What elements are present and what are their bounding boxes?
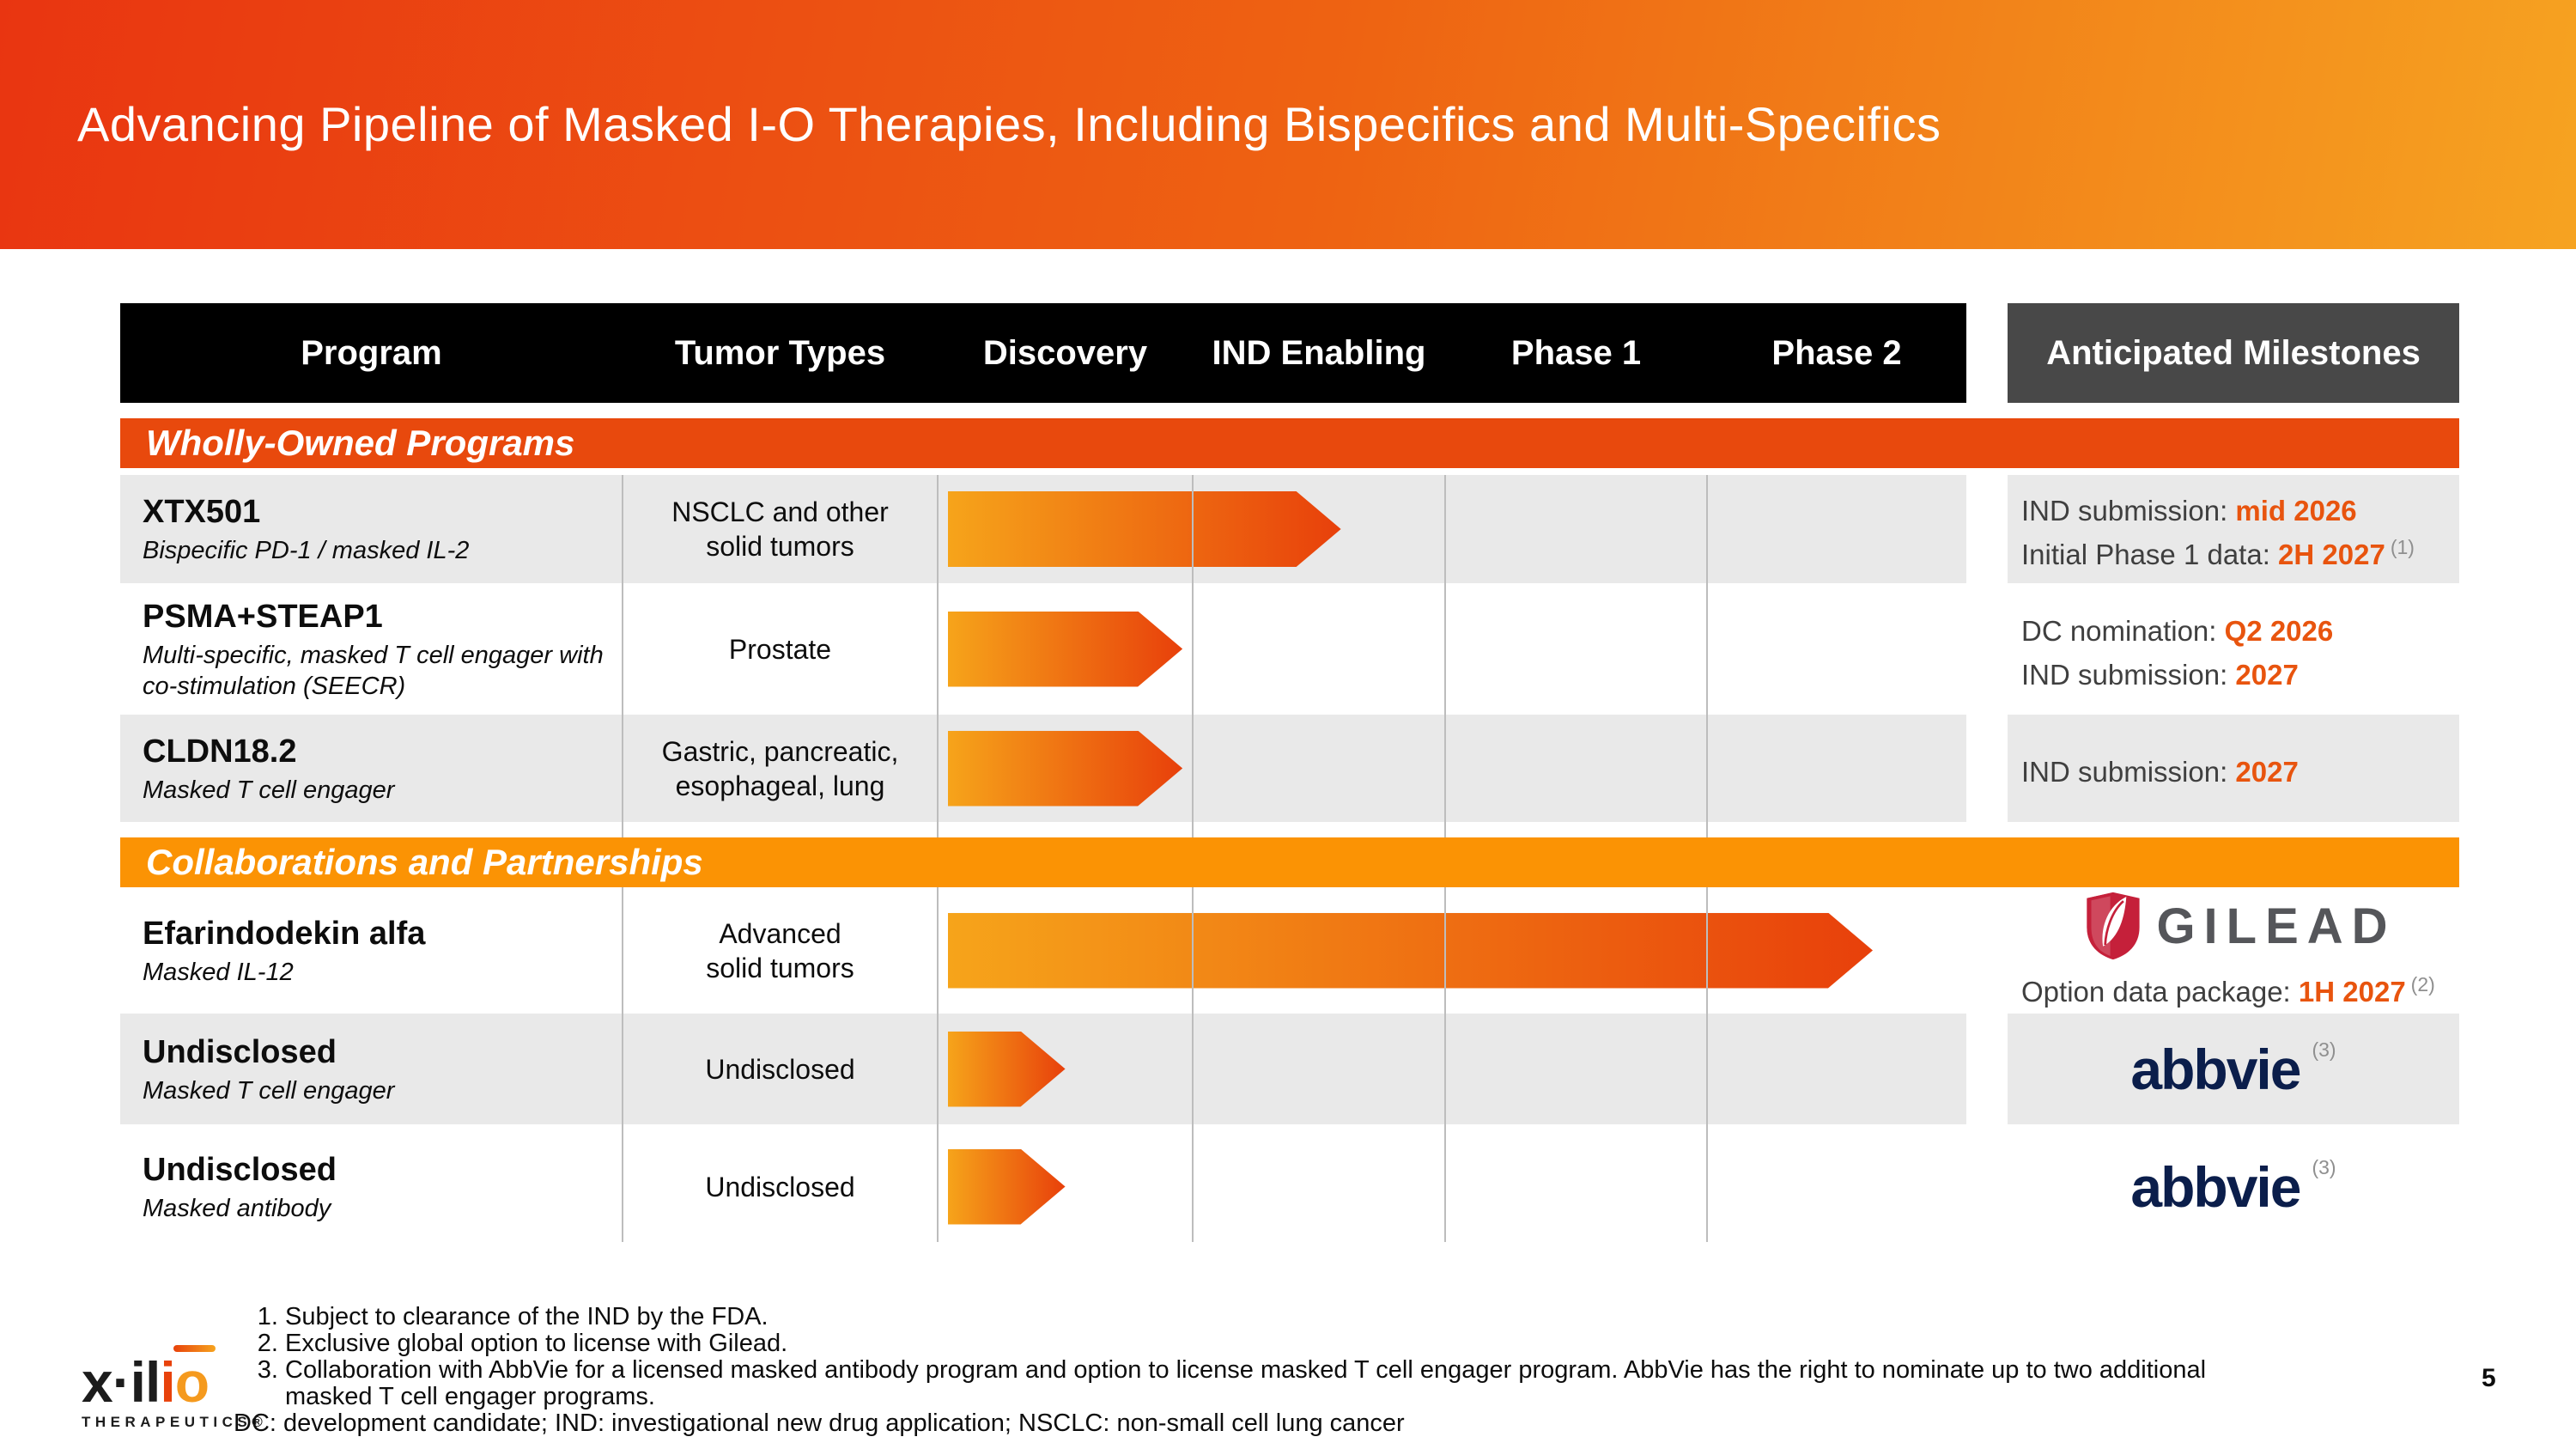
milestones-cell: abbvie (3) [2008,1014,2459,1124]
pipeline-stage-cell [938,715,1966,822]
pipeline-progress-arrow [948,1149,1066,1225]
program-modality: Masked T cell engager [143,776,395,804]
table-row: Efarindodekin alfa Masked IL-12 Advanced… [120,894,1966,1007]
tumor-types-cell: Prostate [728,633,832,665]
section-bar-wholly-owned: Wholly-Owned Programs [120,418,2459,468]
pipeline-progress-arrow [948,491,1341,567]
pipeline-progress-arrow [948,612,1182,687]
milestone-line: DC nomination: Q2 2026 [2021,614,2334,647]
program-name: CLDN18.2 [143,733,297,770]
column-header-phase-1: Phase 1 [1510,333,1642,372]
program-name: Undisclosed [143,1151,337,1188]
program-name: PSMA+STEAP1 [143,598,383,635]
logo-footnote: (3) [2312,1156,2336,1178]
pipeline-progress-arrow [948,731,1182,807]
program-modality: Multi-specific, masked T cell engager wi… [143,641,604,700]
slide-title: Advancing Pipeline of Masked I-O Therapi… [77,97,1941,151]
footnotes: Subject to clearance of the IND by the F… [234,1304,2286,1437]
milestones-cell: DC nomination: Q2 2026 IND submission: 2… [2008,590,2459,708]
milestone-line: IND submission: 2027 [2021,658,2299,691]
milestones-cell: IND submission: mid 2026 Initial Phase 1… [2008,475,2459,583]
column-header-ind-enabling: IND Enabling [1212,333,1426,372]
milestones-cell: IND submission: 2027 [2008,715,2459,822]
footnote-1: Subject to clearance of the IND by the F… [285,1304,2286,1330]
program-modality: Masked IL-12 [143,958,294,986]
section-label: Collaborations and Partnerships [146,842,703,882]
milestone-line: IND submission: mid 2026 [2021,495,2357,527]
program-modality: Masked antibody [143,1194,331,1222]
table-row: PSMA+STEAP1 Multi-specific, masked T cel… [120,590,1966,708]
program-cell: CLDN18.2 Masked T cell engager [120,715,623,822]
table-row: XTX501 Bispecific PD-1 / masked IL-2 NSC… [120,475,1966,583]
column-header-tumor-types: Tumor Types [674,333,886,372]
tumor-types-cell: Advanced solid tumors [706,917,854,983]
program-cell: Efarindodekin alfa Masked IL-12 [120,894,623,1007]
pipeline-progress-arrow [948,913,1873,989]
pipeline-stage-cell [938,1014,1966,1124]
column-header-discovery: Discovery [982,333,1148,372]
program-cell: Undisclosed Masked antibody [120,1131,623,1242]
column-header-phase-2: Phase 2 [1771,333,1902,372]
tumor-types-cell: NSCLC and other solid tumors [671,496,889,562]
table-header-row: Program Tumor Types Discovery IND Enabli… [120,303,1966,403]
milestone-line: IND submission: 2027 [2021,756,2299,788]
pipeline-stage-cell [938,475,1966,583]
xilio-subtext: THERAPEUTICS® [82,1414,268,1430]
footnote-2: Exclusive global option to license with … [285,1330,2286,1357]
section-bar-collaborations: Collaborations and Partnerships [120,837,2459,887]
tumor-types-cell: Undisclosed [705,1171,855,1202]
pipeline-stage-cell [938,894,1966,1007]
xilio-wordmark: x·ilio [82,1350,210,1414]
page-number: 5 [2482,1364,2496,1392]
table-row: Undisclosed Masked antibody Undisclosed [120,1131,1966,1242]
milestones-cell: abbvie (3) [2008,1131,2459,1242]
table-row: CLDN18.2 Masked T cell engager Gastric, … [120,715,1966,822]
program-cell: PSMA+STEAP1 Multi-specific, masked T cel… [120,590,623,708]
program-cell: Undisclosed Masked T cell engager [120,1014,623,1124]
abbvie-logo: abbvie [2130,1037,2301,1101]
pipeline-stage-cell [938,590,1966,708]
tumor-types-cell: Gastric, pancreatic, esophageal, lung [661,735,899,801]
logo-footnote: (3) [2312,1038,2336,1061]
milestone-line: Option data package: 1H 2027 (2) [2021,973,2435,1008]
column-header-anticipated-milestones: Anticipated Milestones [2008,303,2459,403]
gilead-shield-icon [2087,892,2141,960]
table-row: Undisclosed Masked T cell engager Undisc… [120,1014,1966,1124]
abbvie-logo: abbvie [2130,1154,2301,1219]
gilead-logo: GILEAD [2021,891,2459,961]
abbreviations-line: DC: development candidate; IND: investig… [234,1409,1405,1437]
xilio-therapeutics-logo: x·ilio THERAPEUTICS® [82,1354,267,1431]
program-name: Undisclosed [143,1033,337,1070]
milestone-line: Initial Phase 1 data: 2H 2027 (1) [2021,536,2415,570]
section-label: Wholly-Owned Programs [146,423,575,463]
program-cell: XTX501 Bispecific PD-1 / masked IL-2 [120,475,623,583]
program-name: XTX501 [143,494,261,530]
footnote-3: Collaboration with AbbVie for a licensed… [285,1357,2286,1410]
program-name: Efarindodekin alfa [143,915,426,952]
gilead-wordmark: GILEAD [2156,898,2397,954]
program-modality: Masked T cell engager [143,1076,395,1105]
program-modality: Bispecific PD-1 / masked IL-2 [143,537,470,564]
title-banner: Advancing Pipeline of Masked I-O Therapi… [0,0,2576,249]
tumor-types-cell: Undisclosed [705,1053,855,1085]
milestones-cell: GILEAD Option data package: 1H 2027 (2) [2008,891,2459,1008]
pipeline-progress-arrow [948,1032,1066,1107]
column-header-program: Program [301,333,442,372]
pipeline-stage-cell [938,1131,1966,1242]
